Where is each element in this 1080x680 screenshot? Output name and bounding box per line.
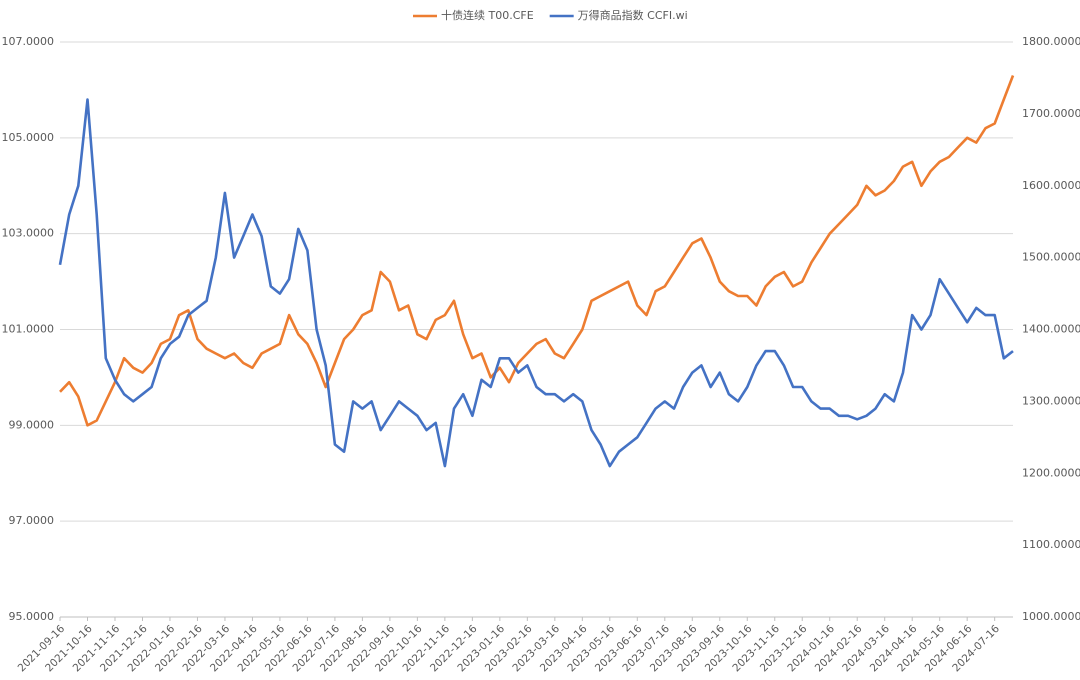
y-tick-label: 105.0000 [2, 131, 55, 144]
series-line [59, 75, 1015, 427]
y-tick-label: 101.0000 [2, 323, 55, 336]
y-tick-label: 107.0000 [2, 35, 55, 48]
legend-label: 万得商品指数 CCFI.wi [578, 8, 688, 22]
y2-tick-label: 1100.0000 [1022, 538, 1080, 551]
y-tick-label: 95.0000 [9, 610, 55, 623]
y2-tick-label: 1500.0000 [1022, 251, 1080, 264]
y-tick-label: 97.0000 [9, 514, 55, 527]
y-tick-label: 99.0000 [9, 418, 55, 431]
legend: 十债连续 T00.CFE 万得商品指数 CCFI.wi [413, 8, 688, 22]
series-line [58, 98, 1014, 468]
y2-tick-label: 1700.0000 [1022, 107, 1080, 120]
y2-tick-label: 1300.0000 [1022, 394, 1080, 407]
y2-tick-label: 1000.0000 [1022, 610, 1080, 623]
y2-tick-label: 1800.0000 [1022, 35, 1080, 48]
y2-tick-label: 1600.0000 [1022, 179, 1080, 192]
y2-tick-label: 1400.0000 [1022, 323, 1080, 336]
legend-label: 十债连续 T00.CFE [441, 8, 534, 22]
y2-tick-label: 1200.0000 [1022, 466, 1080, 479]
y-tick-label: 103.0000 [2, 227, 55, 240]
